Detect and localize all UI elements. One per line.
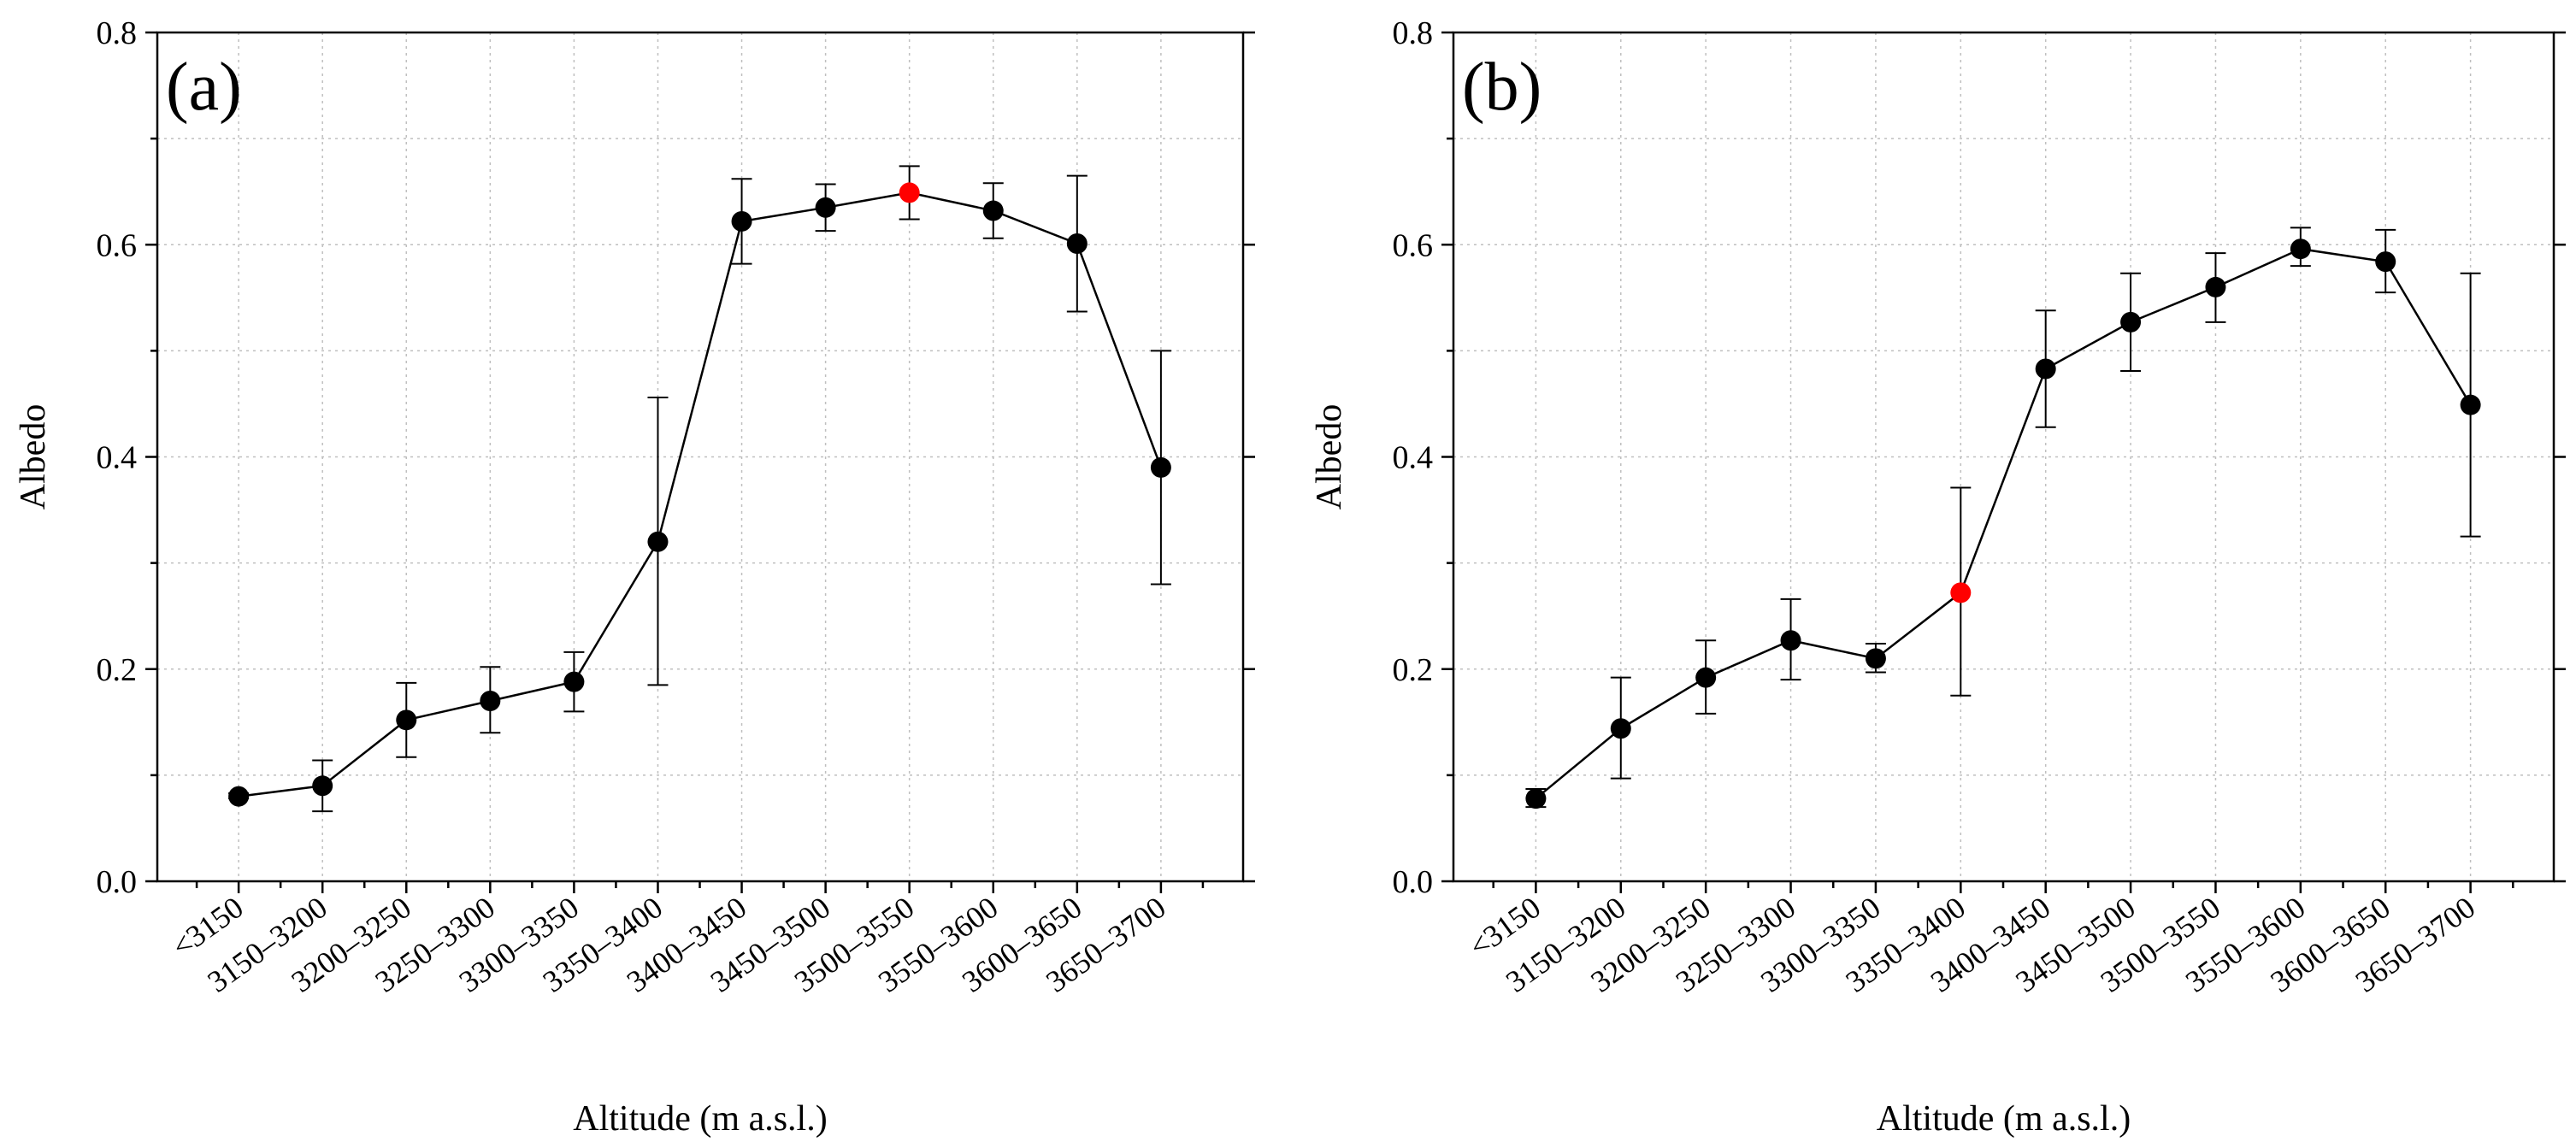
data-point [1610, 718, 1631, 739]
x-axis-title: Altitude (m a.s.l.) [1877, 1099, 2131, 1139]
series-line [238, 191, 1163, 798]
data-point [563, 671, 585, 692]
chart-panel-b: 0.00.20.40.60.8<31503150–32003200–325032… [1310, 15, 2566, 1139]
data-point [815, 197, 836, 218]
panel-label: (a) [166, 50, 242, 125]
data-point [2375, 251, 2396, 273]
data-point [982, 200, 1004, 221]
y-tick-label: 0.0 [1393, 864, 1434, 900]
chart-panel-a: 0.00.20.40.60.8<31503150–32003200–325032… [14, 15, 1255, 1139]
data-point [1525, 788, 1547, 809]
data-point-highlighted [1950, 582, 1972, 603]
y-tick-label: 0.2 [1393, 652, 1434, 688]
y-axis-title: Albedo [1310, 404, 1349, 510]
data-point [1695, 667, 1717, 688]
panel-label: (b) [1462, 50, 1541, 125]
y-tick-label: 0.6 [97, 227, 138, 263]
series-line [1535, 247, 2472, 800]
y-tick-label: 0.8 [1393, 15, 1434, 51]
data-point [2290, 238, 2311, 260]
data-point [2035, 358, 2056, 380]
data-point [1150, 456, 1171, 478]
data-point [228, 786, 250, 807]
data-point [2120, 311, 2142, 333]
y-tick-label: 0.2 [97, 652, 138, 688]
y-tick-label: 0.8 [97, 15, 138, 51]
data-point [2460, 394, 2481, 415]
y-tick-label: 0.4 [1393, 440, 1434, 476]
data-point-highlighted [899, 182, 920, 203]
data-point [396, 709, 417, 731]
data-point [480, 690, 501, 711]
y-tick-label: 0.0 [97, 864, 138, 900]
data-point [2205, 276, 2226, 297]
y-tick-label: 0.4 [97, 440, 138, 476]
x-axis-title: Altitude (m a.s.l.) [573, 1099, 827, 1139]
data-point [1780, 630, 1801, 651]
data-point [1865, 648, 1886, 669]
data-point [312, 775, 333, 797]
y-axis-title: Albedo [14, 404, 53, 510]
y-tick-label: 0.6 [1393, 227, 1434, 263]
data-point [647, 531, 669, 552]
data-point [731, 210, 752, 232]
data-point [1066, 233, 1088, 255]
